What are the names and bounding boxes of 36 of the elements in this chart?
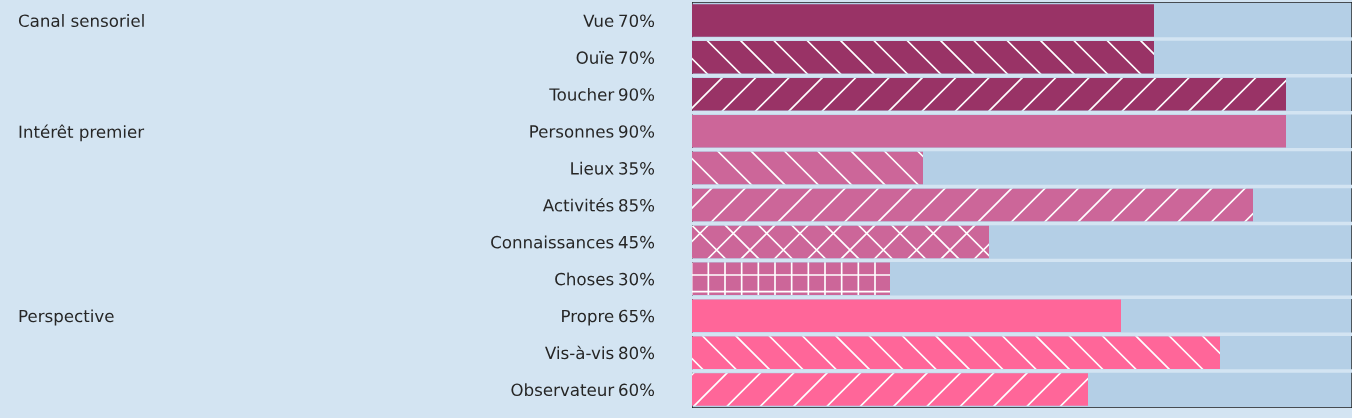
data-label: 70% [619, 14, 655, 28]
data-label: 30% [619, 272, 655, 286]
y-tick-label: Ouïe [576, 51, 614, 64]
data-label: 65% [619, 309, 655, 323]
y-tick-label: Toucher [549, 87, 615, 101]
bar [692, 336, 1220, 369]
data-label: 70% [619, 51, 655, 64]
bar [692, 41, 1154, 74]
data-label: 60% [619, 383, 655, 397]
y-tick-label: Vue [583, 14, 614, 28]
bar [692, 262, 890, 296]
y-tick-label: Activités [542, 198, 614, 212]
data-label: 85% [619, 198, 655, 212]
y-tick-label: Propre [562, 309, 614, 326]
y-tick-label: Personnes [530, 125, 614, 138]
data-label: 45% [618, 235, 655, 249]
bar [692, 151, 923, 185]
bar [692, 188, 1253, 222]
y-tick-label: Choses [555, 272, 614, 286]
bar [692, 373, 1088, 406]
text: Canal sensoriel [18, 14, 144, 28]
bar [692, 78, 1286, 111]
bar [692, 4, 1154, 37]
bar [692, 225, 989, 259]
text: Intérêt premier [19, 124, 145, 142]
y-tick-label: Lieux [571, 161, 614, 175]
bar [692, 114, 1286, 148]
data-label: 90% [619, 125, 655, 138]
text: Perspective [19, 309, 114, 326]
data-label: 80% [619, 346, 655, 360]
y-tick-label: Observateur [511, 383, 615, 397]
y-tick-label: Vis-à-vis [545, 345, 614, 360]
data-label: 90% [619, 88, 655, 101]
data-label: 35% [619, 162, 655, 175]
bar [692, 299, 1121, 332]
y-tick-label: Connaissances [491, 235, 614, 249]
